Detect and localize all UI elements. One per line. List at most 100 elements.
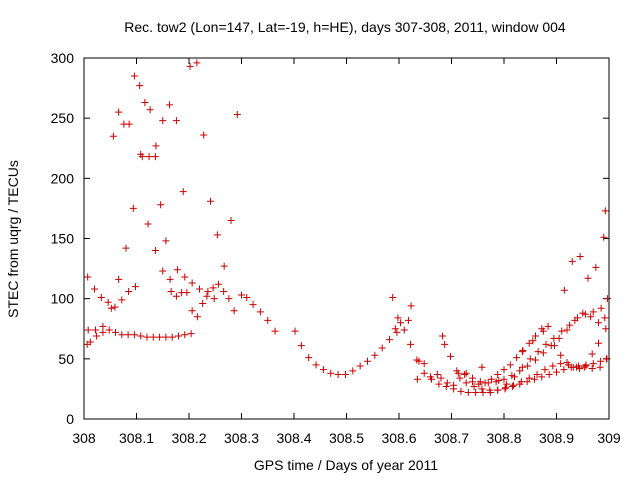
- data-point: [478, 385, 486, 393]
- data-point: [464, 389, 472, 397]
- data-point: [443, 379, 451, 387]
- data-point: [534, 348, 542, 356]
- data-point: [264, 316, 272, 324]
- data-point: [544, 322, 552, 330]
- data-point: [492, 378, 500, 386]
- data-point: [371, 351, 379, 359]
- data-point: [494, 386, 502, 394]
- data-point: [356, 362, 364, 370]
- data-point: [602, 325, 610, 333]
- data-point: [243, 293, 251, 301]
- x-tick-label: 308.1: [119, 430, 154, 446]
- data-point: [533, 370, 541, 378]
- data-point: [297, 342, 305, 350]
- data-point: [553, 368, 560, 376]
- data-point: [199, 299, 207, 307]
- y-tick-label: 250: [51, 110, 75, 126]
- data-point: [334, 370, 342, 378]
- data-point: [157, 201, 165, 209]
- data-point: [524, 362, 532, 370]
- data-point: [439, 332, 447, 340]
- data-point: [115, 275, 123, 283]
- data-point: [93, 332, 101, 340]
- data-point: [596, 363, 604, 371]
- data-point: [557, 351, 565, 359]
- x-tick-label: 308: [72, 430, 96, 446]
- data-point: [143, 333, 151, 341]
- data-point: [501, 385, 509, 393]
- data-point: [124, 331, 132, 339]
- data-point: [181, 331, 189, 339]
- data-point: [394, 314, 402, 322]
- y-axis-label: STEC from uqrg / TECUs: [5, 160, 21, 318]
- data-point: [225, 295, 233, 303]
- y-tick-label: 300: [51, 50, 75, 66]
- data-point: [529, 337, 537, 345]
- data-point: [603, 295, 611, 303]
- data-point: [213, 231, 221, 239]
- data-point: [131, 283, 139, 291]
- data-point: [141, 99, 149, 107]
- data-point: [166, 101, 174, 109]
- data-point: [249, 301, 257, 309]
- data-point: [539, 327, 547, 335]
- data-point: [487, 375, 495, 383]
- data-point: [582, 362, 590, 370]
- data-point: [569, 363, 577, 371]
- data-point: [210, 295, 218, 303]
- data-point: [193, 59, 201, 67]
- x-tick-label: 308.9: [539, 430, 574, 446]
- data-point: [137, 150, 145, 158]
- data-point: [595, 339, 602, 347]
- data-point: [433, 370, 441, 378]
- data-point: [203, 292, 211, 300]
- data-point: [427, 373, 434, 381]
- data-point: [435, 380, 443, 388]
- data-point: [437, 374, 445, 382]
- data-point: [104, 298, 112, 306]
- data-point: [472, 389, 480, 397]
- x-tick-label: 308.2: [171, 430, 206, 446]
- data-point: [125, 287, 133, 295]
- data-point: [479, 389, 487, 397]
- data-point: [91, 285, 98, 293]
- x-tick-label: 308.3: [224, 430, 259, 446]
- data-point: [97, 293, 105, 301]
- data-point: [305, 354, 313, 362]
- data-point: [92, 326, 100, 334]
- data-point: [209, 284, 217, 292]
- data-point: [230, 307, 238, 315]
- data-point: [129, 204, 137, 212]
- data-point: [532, 332, 539, 340]
- data-point: [319, 366, 327, 374]
- data-point: [136, 82, 144, 90]
- data-point: [188, 279, 196, 287]
- data-point: [393, 328, 401, 336]
- x-tick-label: 308.4: [276, 430, 311, 446]
- data-point: [151, 153, 159, 161]
- data-point: [86, 338, 94, 346]
- data-point: [525, 339, 533, 347]
- data-point: [84, 326, 92, 334]
- y-tick-label: 150: [51, 231, 75, 247]
- axis-ticks: [83, 57, 610, 420]
- y-tick-label: 100: [51, 291, 75, 307]
- data-point: [207, 197, 215, 205]
- data-point: [168, 333, 176, 341]
- data-point: [167, 287, 175, 295]
- y-tick-labels: 0 50 100 150 200 250 300: [51, 50, 75, 427]
- data-point: [476, 378, 484, 386]
- data-point: [541, 366, 549, 374]
- data-point: [588, 350, 596, 358]
- data-point: [601, 207, 609, 215]
- data-point: [112, 328, 119, 336]
- data-point: [144, 220, 152, 228]
- data-point: [576, 364, 584, 372]
- data-point: [188, 307, 196, 315]
- chart-title: Rec. tow2 (Lon=147, Lat=-19, h=HE), days…: [124, 19, 566, 35]
- data-point: [509, 381, 517, 389]
- data-point: [152, 142, 160, 150]
- data-point: [560, 286, 568, 294]
- data-point: [162, 237, 170, 245]
